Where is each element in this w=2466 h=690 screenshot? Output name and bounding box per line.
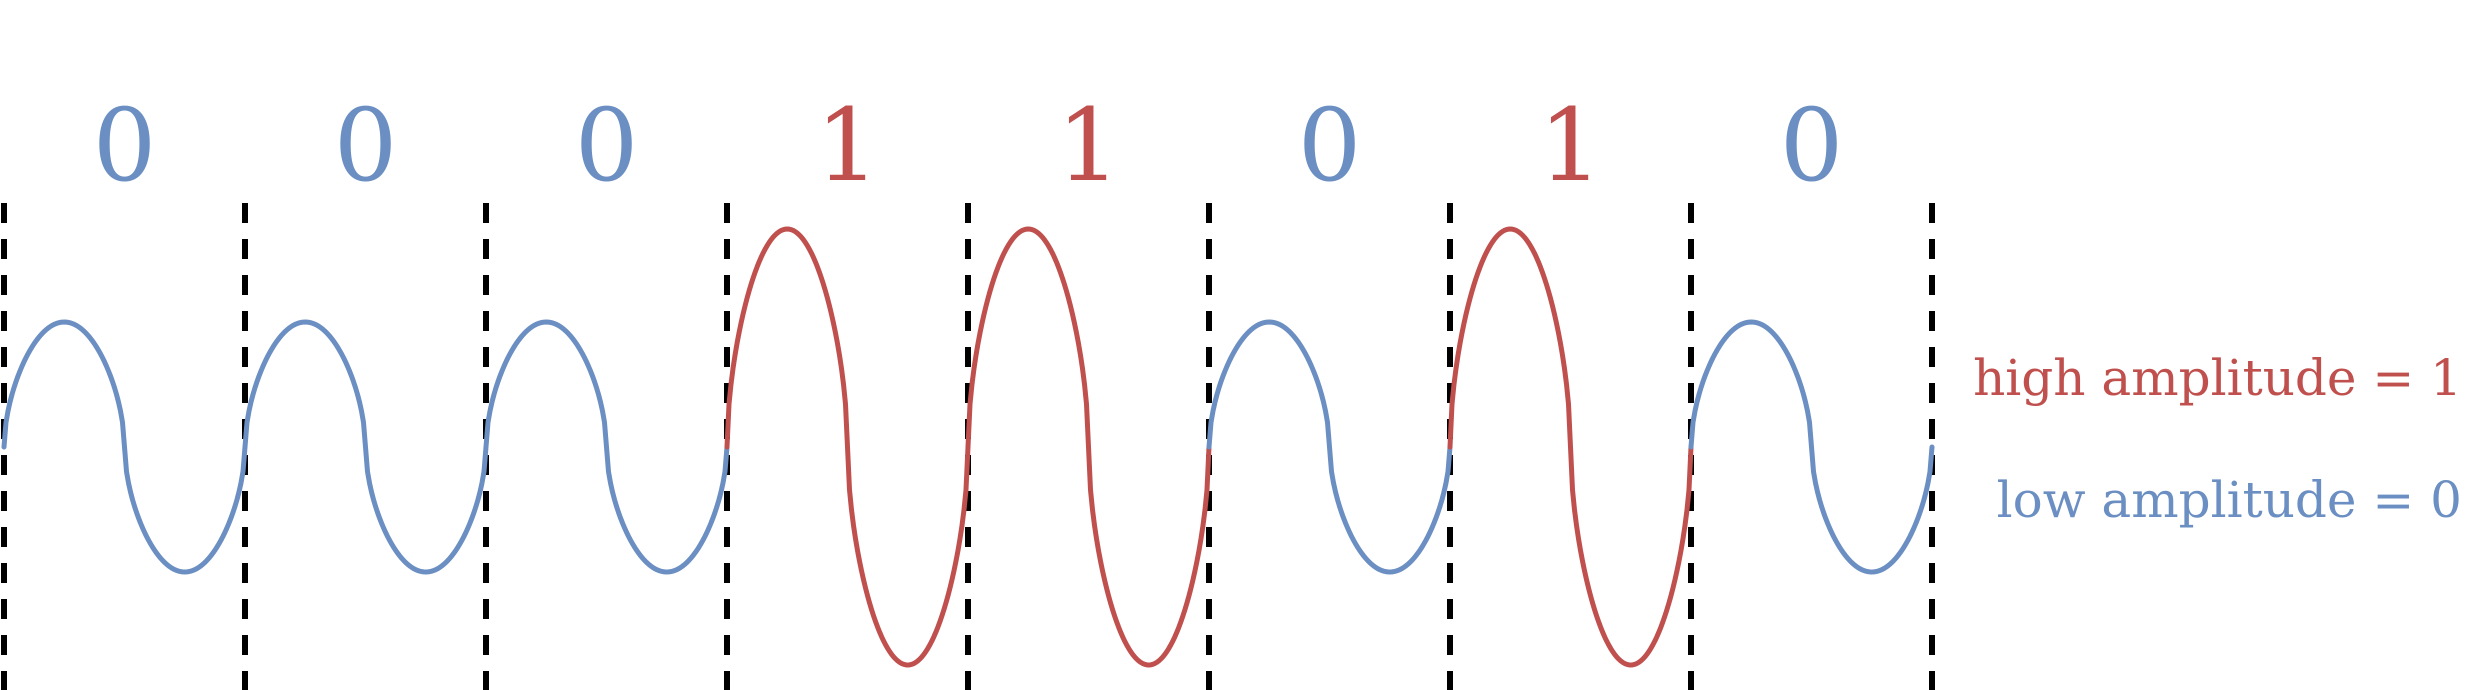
bit-label: 1 — [1057, 87, 1121, 204]
wave-segment-high — [1447, 226, 1694, 668]
wave-segment-low — [483, 319, 730, 575]
wave-segment-high — [965, 226, 1212, 668]
wave-segment-low — [242, 319, 489, 575]
legend-low-amplitude: low amplitude = 0 — [1997, 471, 2462, 529]
bit-label: 0 — [575, 87, 639, 204]
bit-label: 0 — [334, 87, 398, 204]
bit-label: 0 — [1780, 87, 1844, 204]
wave-segment-high — [724, 226, 971, 668]
wave-segment-low — [1206, 319, 1453, 575]
wave-segment-low — [1688, 319, 1935, 575]
bit-label: 0 — [1298, 87, 1362, 204]
bit-label: 0 — [93, 87, 157, 204]
wave-segment-low — [1, 319, 248, 575]
bit-label: 1 — [1539, 87, 1603, 204]
bit-value-labels: 0 0 0 1 1 0 1 0 — [93, 87, 1844, 204]
legend-high-amplitude: high amplitude = 1 — [1973, 349, 2462, 407]
bit-label: 1 — [816, 87, 880, 204]
carrier-waveform — [1, 226, 1935, 668]
bit-boundary-dividers — [1, 203, 1935, 690]
